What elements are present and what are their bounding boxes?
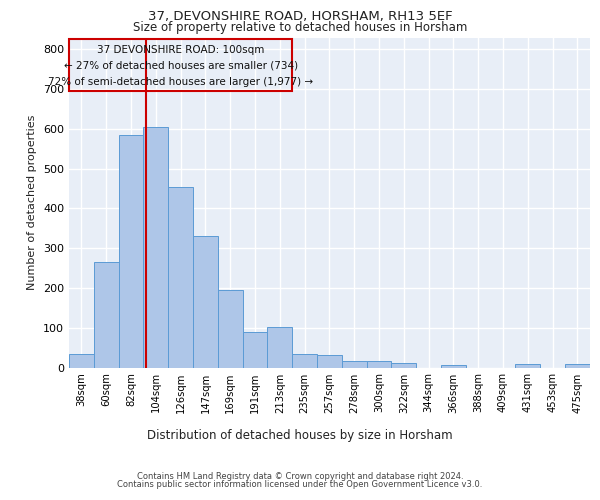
Bar xyxy=(218,290,242,368)
Bar xyxy=(193,236,218,368)
Text: Distribution of detached houses by size in Horsham: Distribution of detached houses by size … xyxy=(147,430,453,442)
Text: 37, DEVONSHIRE ROAD, HORSHAM, RH13 5EF: 37, DEVONSHIRE ROAD, HORSHAM, RH13 5EF xyxy=(148,10,452,23)
Text: ← 27% of detached houses are smaller (734): ← 27% of detached houses are smaller (73… xyxy=(64,61,298,71)
Bar xyxy=(441,364,466,368)
Text: Contains HM Land Registry data © Crown copyright and database right 2024.: Contains HM Land Registry data © Crown c… xyxy=(137,472,463,481)
Bar xyxy=(565,364,590,368)
Bar xyxy=(391,362,416,368)
Bar xyxy=(119,135,143,368)
Bar xyxy=(69,354,94,368)
Bar xyxy=(268,326,292,368)
Bar xyxy=(168,186,193,368)
Bar xyxy=(94,262,119,368)
Text: 72% of semi-detached houses are larger (1,977) →: 72% of semi-detached houses are larger (… xyxy=(48,77,313,87)
Bar xyxy=(342,360,367,368)
Bar xyxy=(292,354,317,368)
Bar xyxy=(242,332,268,368)
Bar xyxy=(143,127,168,368)
Bar xyxy=(515,364,540,368)
Bar xyxy=(70,40,292,91)
Bar xyxy=(317,355,342,368)
Y-axis label: Number of detached properties: Number of detached properties xyxy=(28,115,37,290)
Text: Size of property relative to detached houses in Horsham: Size of property relative to detached ho… xyxy=(133,21,467,34)
Text: 37 DEVONSHIRE ROAD: 100sqm: 37 DEVONSHIRE ROAD: 100sqm xyxy=(97,45,265,55)
Bar xyxy=(367,361,391,368)
Text: Contains public sector information licensed under the Open Government Licence v3: Contains public sector information licen… xyxy=(118,480,482,489)
